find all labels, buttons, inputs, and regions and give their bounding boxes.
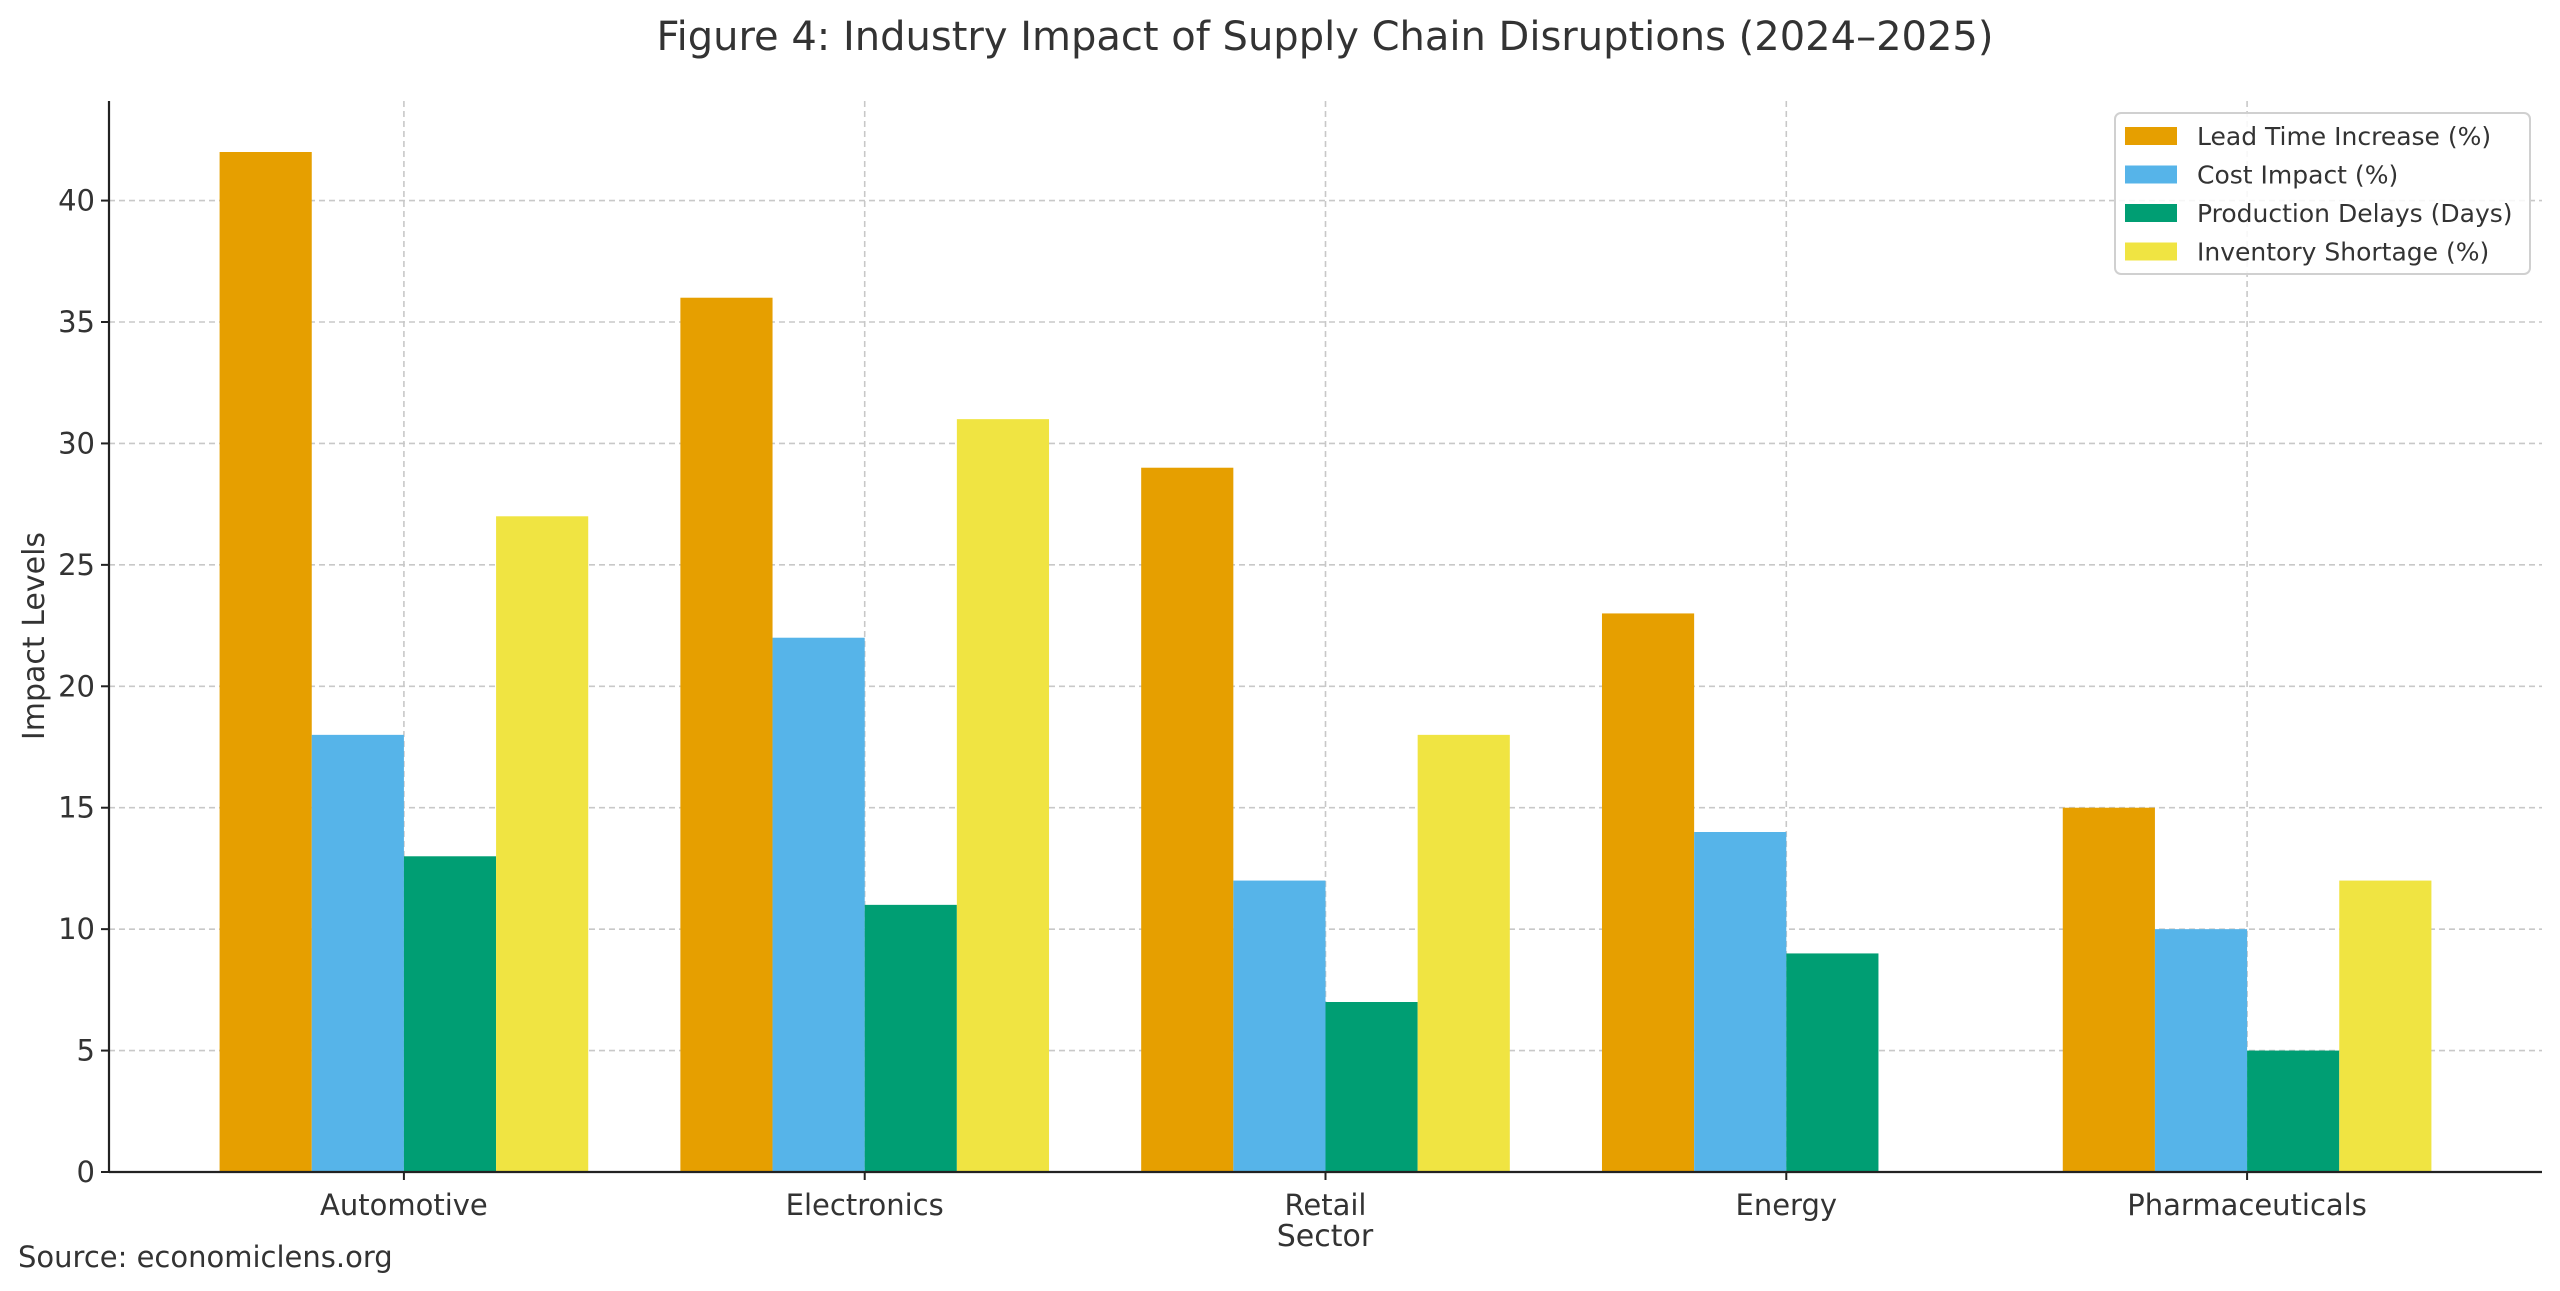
legend-swatch (2125, 204, 2177, 222)
chart-title: Figure 4: Industry Impact of Supply Chai… (657, 14, 1994, 60)
legend-swatch (2125, 165, 2177, 184)
legend-label: Lead Time Increase (%) (2197, 122, 2491, 151)
bar-production-electronics (864, 904, 957, 1172)
y-axis-label: Impact Levels (17, 532, 52, 740)
legend-label: Production Delays (Days) (2197, 199, 2513, 228)
legend-swatch (2125, 242, 2177, 261)
y-tick-label: 40 (58, 184, 95, 218)
bar-cost-electronics (772, 637, 865, 1172)
x-tick-label: Electronics (786, 1188, 944, 1222)
y-tick-label: 30 (58, 426, 95, 460)
y-tick-label: 15 (58, 791, 95, 825)
bar-lead-automotive (219, 152, 312, 1172)
bar-production-pharmaceuticals (2247, 1050, 2340, 1172)
bar-inventory-pharmaceuticals (2339, 880, 2432, 1172)
bar-cost-pharmaceuticals (2154, 929, 2248, 1172)
bar-inventory-automotive (496, 516, 589, 1172)
bar-lead-retail (1141, 467, 1234, 1172)
bar-cost-automotive (311, 734, 404, 1172)
legend-box (2114, 112, 2531, 275)
source-note: Source: economiclens.org (18, 1240, 393, 1274)
y-tick-label: 10 (58, 912, 95, 946)
y-tick-label: 35 (58, 305, 95, 339)
x-axis-label: Sector (1277, 1219, 1374, 1254)
bar-cost-energy (1694, 832, 1787, 1172)
bar-lead-electronics (680, 297, 773, 1172)
bars (219, 152, 2432, 1173)
axes: 0 5 10 15 20 25 30 35 40 Automotive Electronics Ret… (58, 101, 2542, 1222)
bar-production-retail (1325, 1002, 1418, 1172)
bar-production-energy (1786, 953, 1879, 1172)
y-tick-label: 20 (58, 669, 95, 703)
y-tick-label: 0 (77, 1155, 95, 1189)
legend-label: Inventory Shortage (%) (2197, 238, 2489, 267)
x-tick-label: Retail (1285, 1188, 1367, 1222)
bar-production-automotive (403, 856, 497, 1172)
x-tick-label: Pharmaceuticals (2127, 1188, 2367, 1222)
bar-inventory-electronics (956, 419, 1050, 1173)
y-tick-label: 5 (77, 1034, 95, 1068)
bar-lead-pharmaceuticals (2062, 807, 2155, 1172)
bar-cost-retail (1233, 880, 1326, 1172)
legend-swatch (2125, 127, 2177, 145)
bar-inventory-retail (1417, 734, 1510, 1172)
legend-label: Cost Impact (%) (2197, 161, 2398, 190)
x-tick-label: Energy (1736, 1188, 1838, 1222)
x-tick-label: Automotive (320, 1188, 488, 1222)
bar-lead-energy (1601, 613, 1695, 1172)
y-tick-label: 25 (58, 548, 95, 582)
legend: Lead Time Increase (%) Cost Impact (%) Pro… (2114, 112, 2531, 275)
